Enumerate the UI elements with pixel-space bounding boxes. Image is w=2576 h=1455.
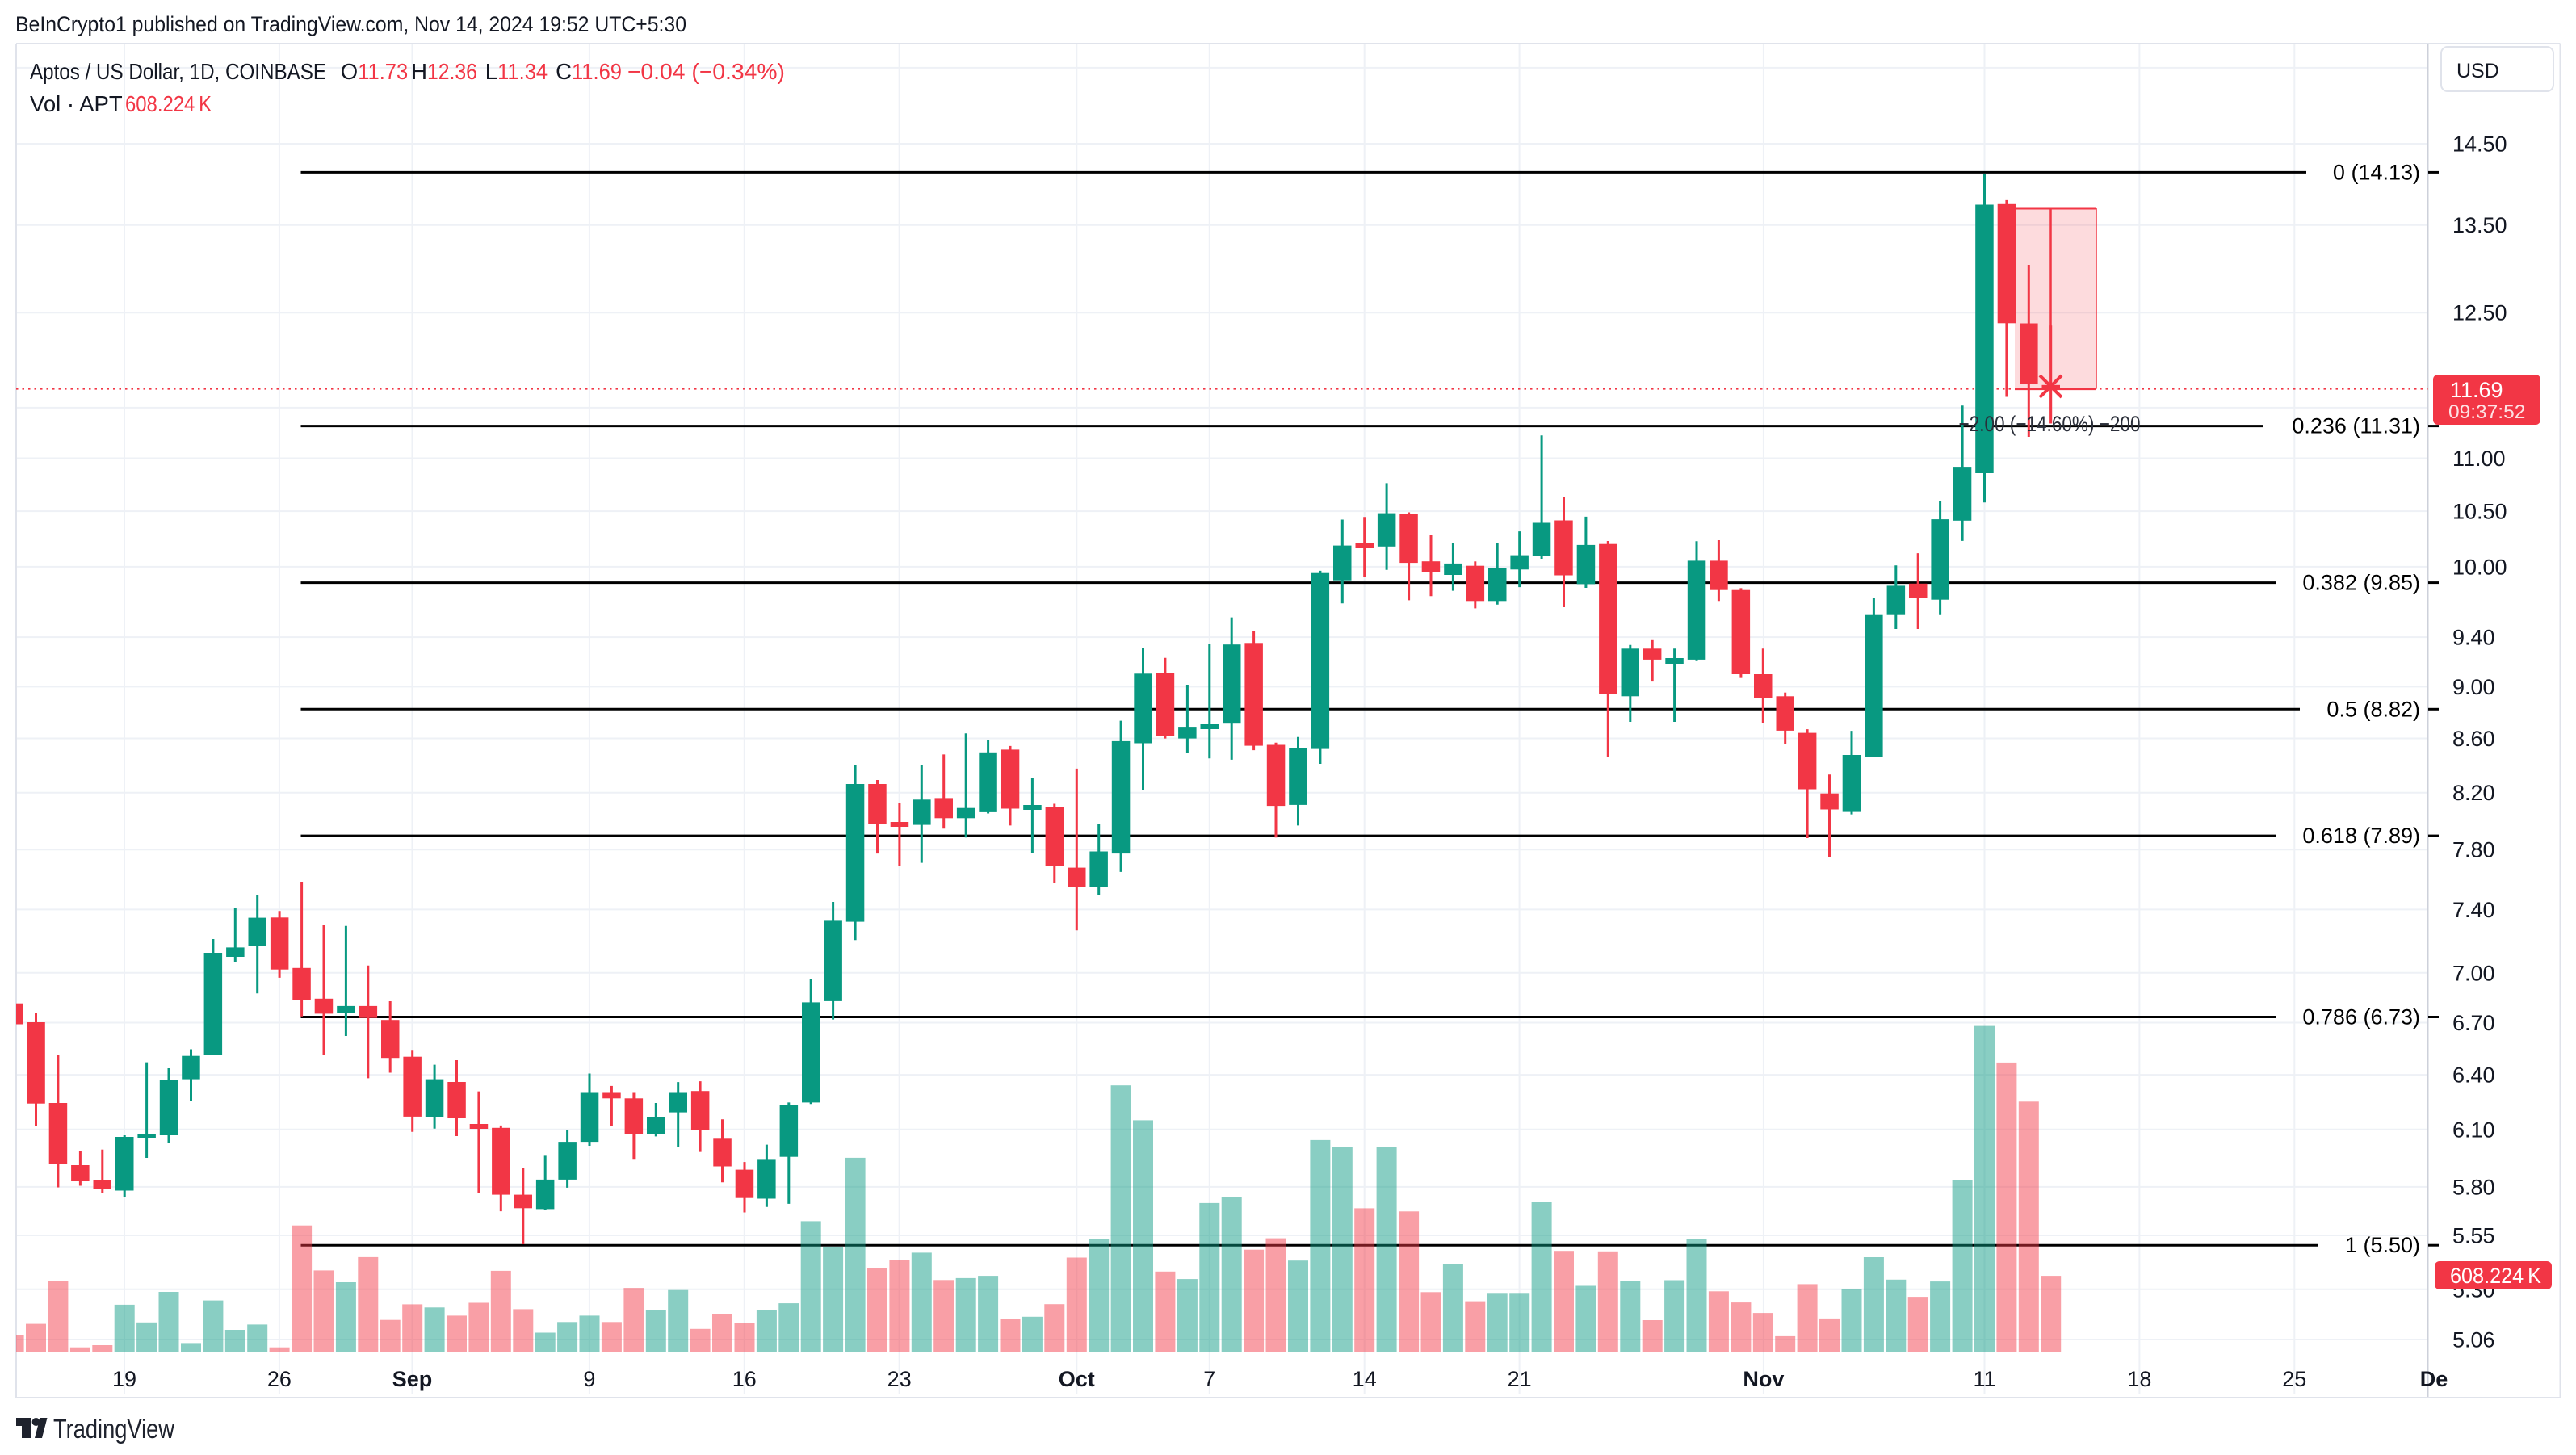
svg-text:9.00: 9.00 <box>2452 675 2495 699</box>
svg-text:Nov: Nov <box>1743 1367 1784 1391</box>
svg-text:BeInCrypto1 published on Tradi: BeInCrypto1 published on TradingView.com… <box>15 12 686 36</box>
svg-text:1 (5.50): 1 (5.50) <box>2345 1233 2420 1257</box>
svg-text:8.20: 8.20 <box>2452 781 2495 805</box>
svg-text:11: 11 <box>1973 1367 1995 1391</box>
svg-text:10.50: 10.50 <box>2452 500 2507 524</box>
svg-text:11.00: 11.00 <box>2452 447 2506 471</box>
svg-text:6.70: 6.70 <box>2452 1011 2495 1035</box>
svg-text:10.00: 10.00 <box>2452 555 2507 579</box>
svg-text:De: De <box>2420 1367 2448 1391</box>
svg-text:0 (14.13): 0 (14.13) <box>2333 160 2420 184</box>
svg-text:16: 16 <box>732 1367 757 1391</box>
svg-text:0.786 (6.73): 0.786 (6.73) <box>2302 1005 2420 1029</box>
svg-text:−2.00 (−14.60%) −200: −2.00 (−14.60%) −200 <box>1959 412 2141 436</box>
svg-text:14.50: 14.50 <box>2452 132 2507 157</box>
svg-text:09:37:52: 09:37:52 <box>2448 401 2525 423</box>
svg-text:9: 9 <box>583 1367 595 1391</box>
svg-text:0.236 (11.31): 0.236 (11.31) <box>2292 414 2420 438</box>
svg-text:7: 7 <box>1203 1367 1215 1391</box>
svg-text:7.80: 7.80 <box>2452 838 2495 862</box>
svg-text:25: 25 <box>2282 1367 2306 1391</box>
svg-text:USD: USD <box>2456 60 2499 82</box>
svg-text:TradingView: TradingView <box>53 1414 174 1444</box>
svg-text:13.50: 13.50 <box>2452 213 2507 237</box>
svg-text:14: 14 <box>1353 1367 1377 1391</box>
svg-text:6.40: 6.40 <box>2452 1063 2495 1088</box>
svg-text:5.55: 5.55 <box>2452 1224 2495 1248</box>
svg-text:23: 23 <box>887 1367 912 1391</box>
svg-text:11.69: 11.69 <box>2450 378 2503 402</box>
svg-text:6.10: 6.10 <box>2452 1117 2495 1142</box>
svg-text:19: 19 <box>112 1367 136 1391</box>
svg-text:0.382 (9.85): 0.382 (9.85) <box>2302 571 2420 595</box>
svg-text:9.40: 9.40 <box>2452 626 2495 650</box>
svg-text:Oct: Oct <box>1059 1367 1095 1391</box>
svg-text:8.60: 8.60 <box>2452 727 2495 751</box>
svg-text:12.50: 12.50 <box>2452 301 2507 325</box>
svg-text:5.06: 5.06 <box>2452 1328 2495 1352</box>
svg-text:7.40: 7.40 <box>2452 898 2495 922</box>
svg-text:18: 18 <box>2127 1367 2151 1391</box>
svg-text:0.5 (8.82): 0.5 (8.82) <box>2326 697 2420 721</box>
svg-text:0.618 (7.89): 0.618 (7.89) <box>2302 824 2420 848</box>
svg-text:7.00: 7.00 <box>2452 961 2495 985</box>
svg-text:26: 26 <box>267 1367 292 1391</box>
svg-text:5.80: 5.80 <box>2452 1175 2495 1199</box>
svg-text:Aptos / US Dollar, 1D, COINBAS: Aptos / US Dollar, 1D, COINBASE O11.73 H12… <box>30 59 785 84</box>
svg-text:608.224 K: 608.224 K <box>2450 1264 2541 1288</box>
svg-text:21: 21 <box>1508 1367 1532 1391</box>
svg-text:Sep: Sep <box>392 1367 433 1391</box>
